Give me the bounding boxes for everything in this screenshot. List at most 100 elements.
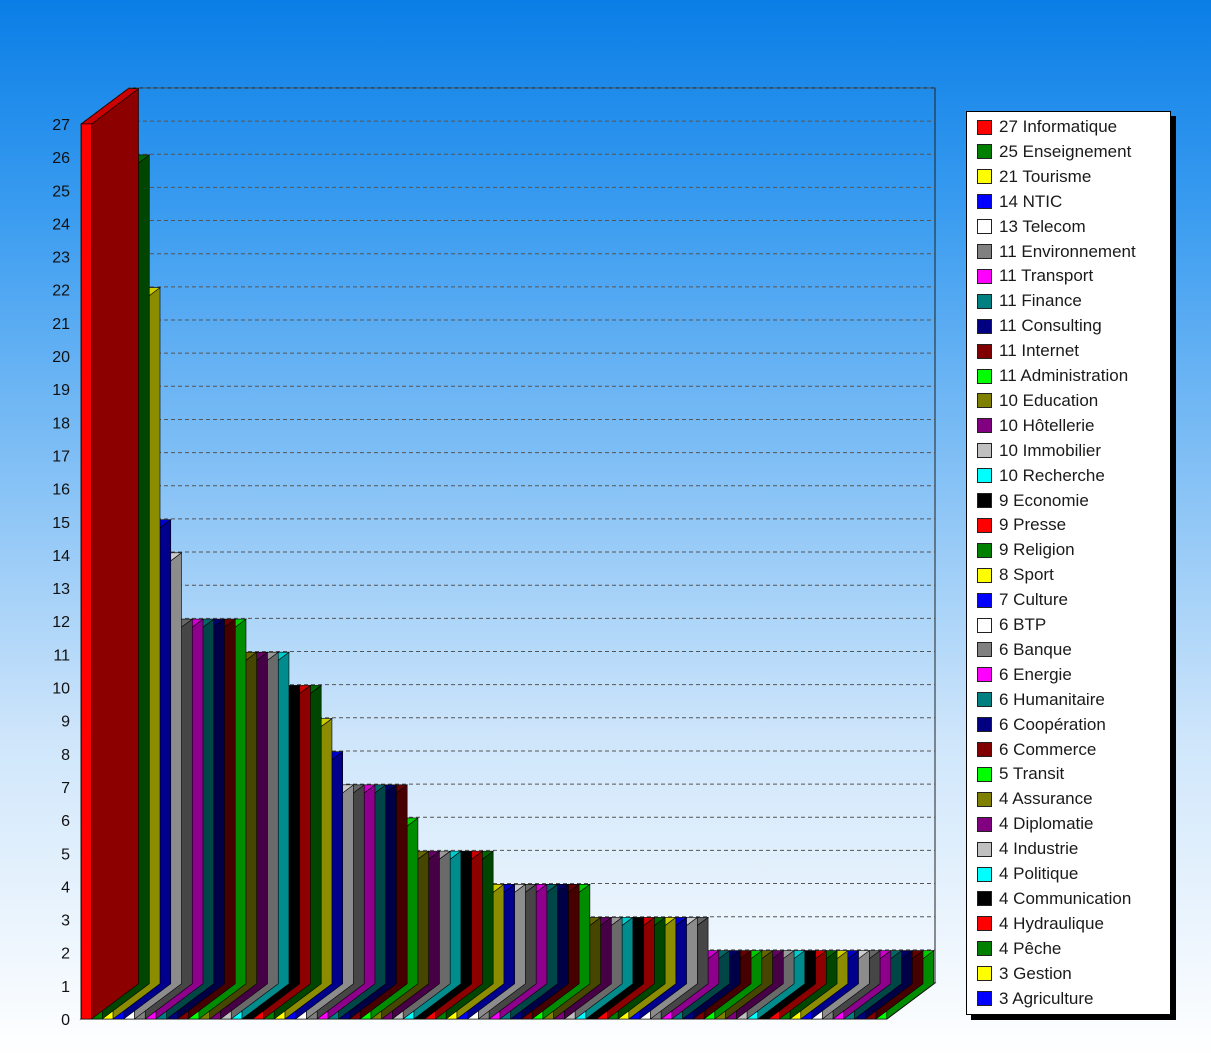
y-tick-label: 17: [52, 448, 70, 465]
bar-front: [80, 123, 92, 1020]
legend-swatch: [977, 293, 992, 309]
legend-item: 13 Telecom: [977, 216, 1086, 238]
legend-item: 9 Economie: [977, 490, 1089, 512]
legend-swatch: [977, 517, 992, 533]
legend-item: 4 Communication: [977, 888, 1131, 910]
y-tick-label: 7: [61, 780, 70, 797]
legend-item: 4 Diplomatie: [977, 813, 1094, 835]
legend-item: 11 Finance: [977, 290, 1082, 312]
legend-label: 4 Diplomatie: [999, 814, 1094, 834]
y-tick-label: 1: [61, 979, 70, 996]
legend-item: 6 Energie: [977, 664, 1072, 686]
legend-swatch: [977, 941, 992, 957]
y-tick-label: 19: [52, 382, 70, 399]
y-tick-label: 2: [61, 946, 70, 963]
legend-item: 4 Pêche: [977, 938, 1061, 960]
legend-label: 9 Economie: [999, 490, 1089, 510]
legend-label: 10 Recherche: [999, 465, 1105, 485]
y-tick-label: 22: [52, 283, 70, 300]
legend-item: 10 Recherche: [977, 465, 1105, 487]
legend-item: 6 Commerce: [977, 739, 1096, 761]
legend-swatch: [977, 816, 992, 832]
y-tick-label: 5: [61, 846, 70, 863]
legend-item: 4 Hydraulique: [977, 913, 1104, 935]
y-tick-label: 24: [52, 216, 70, 233]
y-tick-label: 12: [52, 614, 70, 631]
y-tick-label: 4: [61, 879, 70, 896]
legend-item: 27 Informatique: [977, 116, 1117, 138]
legend-swatch: [977, 418, 992, 434]
legend-item: 7 Culture: [977, 589, 1068, 611]
bar-side: [91, 88, 139, 1020]
y-tick-label: 21: [52, 316, 70, 333]
legend-item: 11 Internet: [977, 340, 1079, 362]
legend-swatch: [977, 841, 992, 857]
legend-label: 6 BTP: [999, 615, 1047, 634]
legend-label: 11 Internet: [999, 341, 1080, 361]
y-tick-label: 26: [52, 150, 70, 167]
y-tick-label: 14: [52, 548, 70, 565]
legend-label: 4 Hydraulique: [999, 913, 1104, 933]
legend-swatch: [977, 468, 992, 484]
y-tick-label: 0: [61, 1012, 70, 1029]
legend-swatch: [977, 642, 992, 658]
legend-swatch: [977, 493, 992, 508]
legend-item: 6 Humanitaire: [977, 689, 1105, 711]
legend-item: 8 Sport: [977, 564, 1054, 586]
chart-legend: 27 Informatique 25 Enseignement 21 Tourism…: [966, 111, 1171, 1015]
legend-swatch: [977, 244, 992, 259]
legend-swatch: [977, 866, 992, 882]
legend-item: 6 Banque: [977, 639, 1072, 661]
legend-label: 25 Enseignement: [999, 141, 1132, 161]
legend-item: 21 Tourisme: [977, 166, 1091, 188]
legend-label: 3 Gestion: [999, 963, 1072, 983]
legend-item: 9 Religion: [977, 539, 1075, 561]
legend-swatch: [977, 667, 992, 683]
legend-label: 4 Pêche: [999, 938, 1062, 958]
legend-swatch: [977, 144, 992, 160]
legend-swatch: [977, 194, 992, 210]
legend-label: 6 Coopération: [999, 714, 1106, 734]
legend-label: 6 Humanitaire: [999, 689, 1105, 709]
y-tick-label: 6: [61, 813, 70, 830]
legend-swatch: [977, 268, 992, 284]
legend-item: 10 Immobilier: [977, 440, 1101, 462]
legend-label: 8 Sport: [999, 565, 1054, 585]
legend-label: 6 Energie: [999, 664, 1072, 684]
legend-label: 21 Tourisme: [999, 166, 1092, 186]
bar: [80, 88, 140, 1020]
legend-swatch: [977, 692, 992, 708]
legend-label: 10 Education: [999, 390, 1099, 410]
legend-swatch: [977, 891, 992, 907]
y-tick-label: 16: [52, 482, 70, 499]
legend-item: 4 Industrie: [977, 838, 1078, 860]
y-tick-label: 18: [52, 415, 70, 432]
legend-item: 6 BTP: [977, 614, 1046, 636]
legend-swatch: [977, 617, 992, 633]
legend-label: 11 Environnement: [999, 241, 1136, 261]
legend-item: 6 Coopération: [977, 714, 1106, 736]
legend-swatch: [977, 592, 992, 608]
legend-item: 9 Presse: [977, 514, 1066, 536]
legend-swatch: [977, 742, 992, 757]
legend-item: 4 Politique: [977, 863, 1078, 885]
legend-swatch: [977, 169, 992, 185]
y-tick-label: 9: [61, 714, 70, 731]
legend-item: 11 Environnement: [977, 241, 1136, 263]
legend-swatch: [977, 343, 992, 359]
legend-item: 3 Gestion: [977, 963, 1072, 985]
legend-swatch: [977, 991, 992, 1006]
legend-label: 27 Informatique: [999, 117, 1118, 136]
legend-label: 11 Transport: [999, 266, 1094, 286]
legend-item: 3 Agriculture: [977, 988, 1094, 1010]
y-tick-label: 3: [61, 913, 70, 930]
legend-label: 3 Agriculture: [999, 988, 1094, 1008]
legend-label: 11 Finance: [999, 291, 1082, 311]
legend-label: 5 Transit: [999, 764, 1065, 784]
legend-swatch: [977, 119, 992, 135]
y-tick-label: 15: [52, 515, 70, 532]
legend-label: 10 Hôtellerie: [999, 415, 1095, 435]
bars: [80, 88, 935, 1020]
legend-label: 6 Commerce: [999, 739, 1097, 759]
